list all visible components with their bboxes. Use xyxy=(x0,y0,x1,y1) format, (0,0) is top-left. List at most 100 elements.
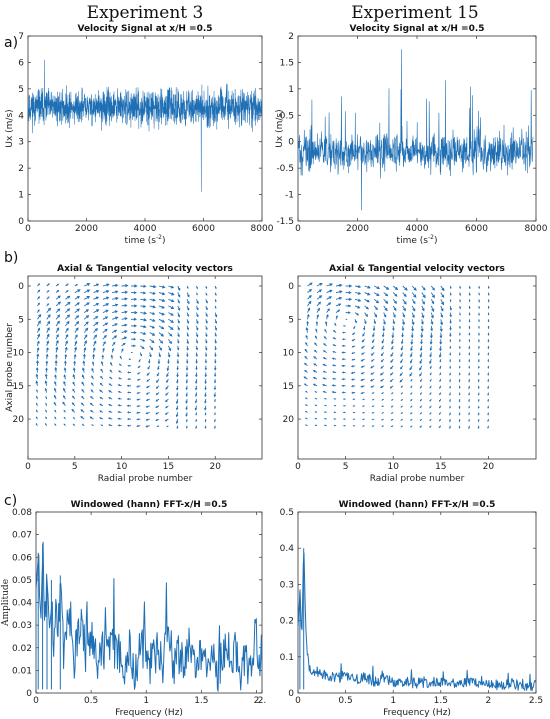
vectors-exp15-vector-head xyxy=(401,334,404,338)
vectors-exp15-vector-head xyxy=(459,333,461,336)
vectors-exp3-vector-head xyxy=(63,380,66,384)
vectors-exp3-vector-head xyxy=(47,320,51,324)
vectors-exp15-vector-head xyxy=(381,341,384,344)
vectors-exp15-vector-head xyxy=(438,406,441,409)
vectors-exp3-vector-arrow xyxy=(158,298,165,302)
vectors-exp3-vector-head xyxy=(55,346,59,350)
vectors-exp3-vector-head xyxy=(146,373,149,376)
vectors-exp3-vector-head xyxy=(170,319,174,323)
vectors-exp15-vector-head xyxy=(350,378,354,381)
vectors-exp3-vector-head xyxy=(196,327,199,331)
vectors-exp3-vector-head xyxy=(205,314,208,317)
vectors-exp3-vector-head xyxy=(145,418,149,421)
vectors-exp15-vector-head xyxy=(422,294,426,299)
vectors-exp15-vector-head xyxy=(419,419,422,422)
fft-exp3-ytick-label: 0.01 xyxy=(12,666,32,676)
vectors-exp15-vector-head xyxy=(338,296,343,300)
vectors-exp3-vector-head xyxy=(35,409,38,412)
vectors-exp15-vector-arrow xyxy=(402,285,408,291)
vectors-exp3-vector-head xyxy=(105,309,109,313)
velocity-exp15-ytick-label: 2 xyxy=(288,32,294,42)
vectors-exp15-vector-head xyxy=(449,413,451,416)
vectors-exp15-vector-head xyxy=(315,320,319,324)
vectors-exp15-vector-head xyxy=(430,315,434,319)
vectors-exp15-vector-head xyxy=(351,345,354,348)
vectors-exp15-vector-head xyxy=(449,406,451,409)
vectors-exp15-vector-head xyxy=(487,366,490,369)
vectors-exp15-vector-head xyxy=(477,380,480,383)
vectors-exp15-vector-head xyxy=(350,385,354,388)
vectors-exp15-vector-head xyxy=(478,313,481,316)
vectors-exp15-vector-head xyxy=(381,425,383,427)
vectors-exp15-vector-head xyxy=(419,361,422,364)
vectors-exp3-vector-head xyxy=(158,354,162,358)
vectors-exp15-vector-head xyxy=(341,351,344,354)
vectors-exp15-vector-head xyxy=(303,376,307,379)
vectors-exp3-vector-head xyxy=(102,347,105,351)
vectors-exp15-vector-head xyxy=(391,341,394,345)
vectors-exp15-vector-head xyxy=(392,321,396,325)
vectors-exp3-vector-head xyxy=(214,406,216,410)
vectors-exp3-vector-head xyxy=(177,327,180,331)
vectors-exp15-vector-head xyxy=(458,393,461,396)
vectors-exp15-ytick-label: 20 xyxy=(283,415,295,425)
vectors-exp3-vector-head xyxy=(89,416,93,419)
vectors-exp15-vector-head xyxy=(341,338,345,341)
vectors-exp3-vector-head xyxy=(204,413,207,416)
vectors-exp3-vector-head xyxy=(57,301,61,305)
vectors-exp3-vector-head xyxy=(65,327,69,331)
fft-exp15-panel: Windowed (hann) FFT-x/H =0.5 0 0.5 1 1.5 2 2.5… xyxy=(280,500,543,718)
vectors-exp3-panel: Axial & Tangential velocity vectors 0 5 10 1… xyxy=(5,264,263,484)
fft-exp15-ytick-label: 0.3 xyxy=(280,580,294,590)
vectors-exp15-vector-head xyxy=(392,328,395,332)
vectors-exp3-vector-head xyxy=(124,297,128,301)
vectors-exp3-vector-head xyxy=(94,334,97,338)
vectors-exp3-vector-head xyxy=(157,361,161,365)
vectors-exp3-vector-head xyxy=(47,296,50,299)
vectors-exp3-vector-head xyxy=(72,388,75,391)
vectors-exp3-vector-head xyxy=(44,422,47,425)
vectors-exp15-vector-head xyxy=(478,300,481,303)
vectors-exp3-vector-arrow xyxy=(112,291,118,294)
vectors-exp15-vector-head xyxy=(478,327,480,330)
vectors-exp3-vector-head xyxy=(66,290,69,293)
fft-exp3-frame xyxy=(35,511,263,694)
vectors-exp15-vector-head xyxy=(364,321,367,325)
vectors-exp3-vector-head xyxy=(168,348,172,352)
fft-exp3-ytick-label: 0.03 xyxy=(12,621,32,631)
vectors-exp15-vector-head xyxy=(402,314,406,318)
vectors-exp15-vector-head xyxy=(478,293,481,296)
vectors-exp3-vector-head xyxy=(214,347,217,351)
vectors-exp3-vector-head xyxy=(95,302,100,306)
vectors-exp15-vector-head xyxy=(413,294,417,298)
velocity-exp15-ytick-label: -1 xyxy=(285,191,294,201)
vectors-exp3-vector-head xyxy=(127,371,130,374)
vectors-exp3-xtick-label: 0 xyxy=(25,462,31,472)
vectors-exp15-vector-head xyxy=(351,391,354,394)
vectors-exp15-vector-head xyxy=(305,334,308,338)
velocity-exp15-panel: Velocity Signal at x/H =0.5 0 2000 4000 6000… xyxy=(275,24,548,246)
vectors-exp3-vector-head xyxy=(213,426,216,430)
vectors-exp3-vector-head xyxy=(93,340,97,344)
vectors-exp3-vector-field xyxy=(35,283,218,430)
vectors-exp3-vector-head xyxy=(204,401,207,404)
vectors-exp15-vector-head xyxy=(487,300,490,303)
vectors-exp15-vector-head xyxy=(410,354,413,358)
vectors-exp15-vector-head xyxy=(342,418,345,420)
vectors-exp3-vector-head xyxy=(157,367,160,371)
vectors-exp15-vector-head xyxy=(360,385,363,388)
vectors-exp3-vector-head xyxy=(86,283,91,286)
vectors-exp15-vector-arrow xyxy=(383,305,388,311)
vectors-exp15-vector-head xyxy=(357,298,362,302)
fft-exp3-ytick-label: 0.05 xyxy=(12,576,32,586)
vectors-exp3-vector-head xyxy=(63,374,67,377)
vectors-exp15-xtick-label: 15 xyxy=(435,462,446,472)
vectors-exp3-vector-head xyxy=(152,332,156,336)
vectors-exp15-vector-head xyxy=(314,411,317,413)
vectors-exp3-vector-head xyxy=(186,334,189,337)
vectors-exp15-vector-head xyxy=(333,411,336,414)
vectors-exp3-vector-head xyxy=(103,341,106,344)
vectors-exp3-vector-head xyxy=(159,347,162,351)
vectors-exp3-vector-arrow xyxy=(74,321,79,327)
vectors-exp3-vector-head xyxy=(133,337,137,341)
